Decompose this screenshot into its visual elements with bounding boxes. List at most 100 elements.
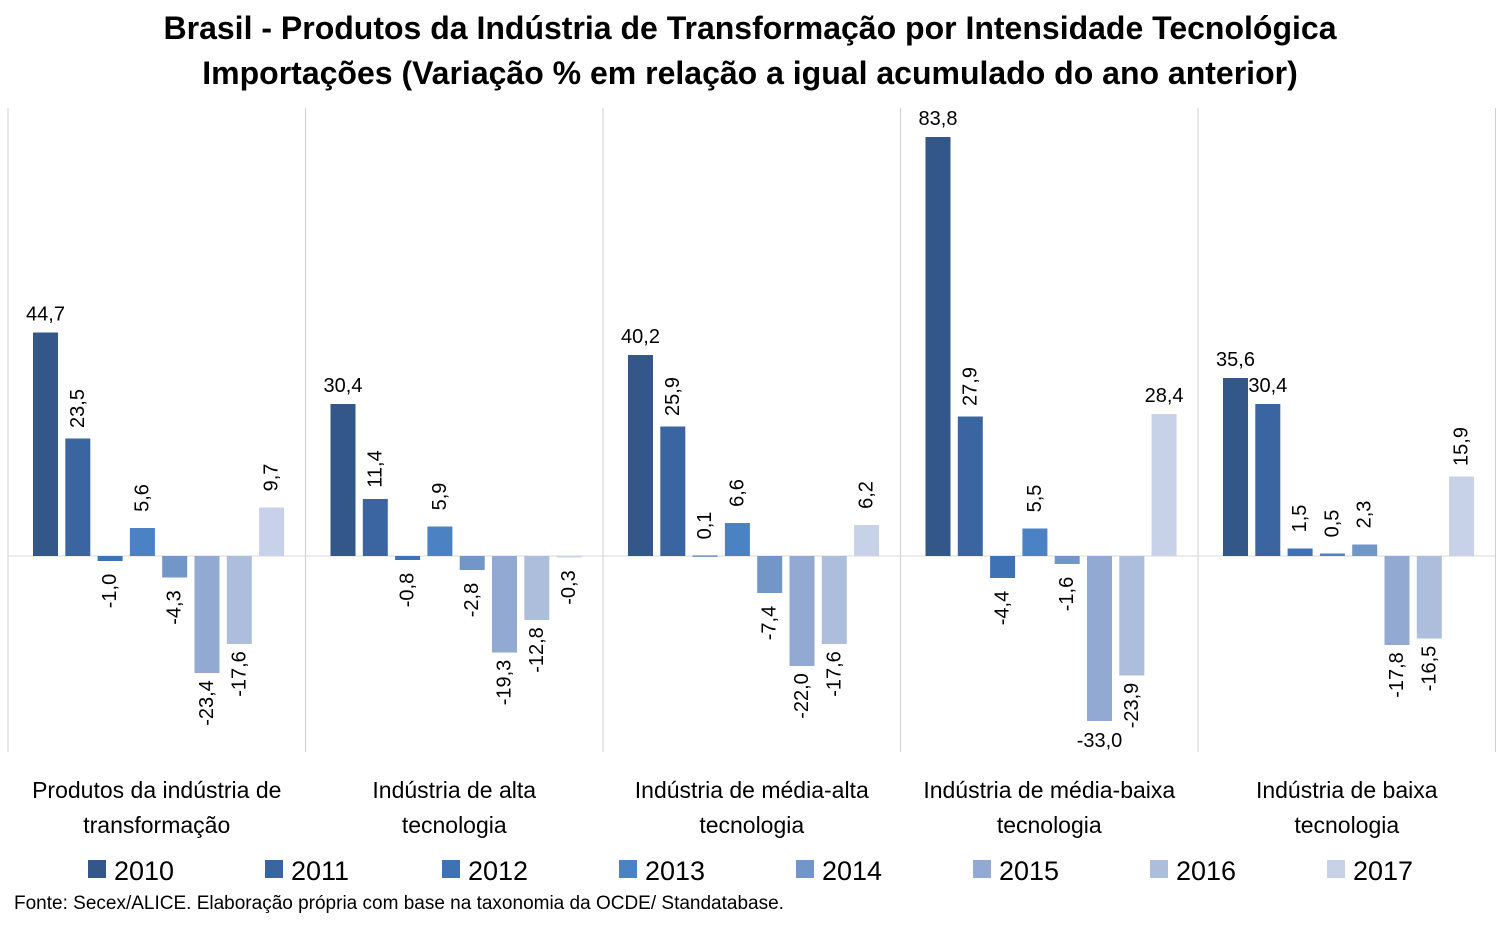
bar-2013 [1319, 553, 1345, 556]
bar-2013 [427, 526, 453, 556]
data-label: -16,5 [1418, 646, 1440, 692]
bar-2016 [524, 556, 550, 620]
data-label: -0,3 [558, 570, 580, 604]
data-label: 23,5 [67, 389, 89, 428]
legend-label: 2011 [291, 856, 349, 886]
bar-2014 [1054, 556, 1080, 564]
legend-label: 2012 [468, 856, 528, 886]
legend-label: 2015 [999, 856, 1059, 886]
bar-2017 [556, 556, 582, 558]
data-label: 6,6 [726, 479, 748, 507]
bar-2014 [162, 556, 188, 578]
data-label: 0,5 [1321, 510, 1343, 538]
data-label: 25,9 [662, 377, 684, 416]
bar-2011 [362, 499, 388, 556]
data-label: -23,4 [196, 680, 218, 726]
data-label: -2,8 [461, 583, 483, 617]
data-label: -17,8 [1386, 652, 1408, 698]
legend-swatch-2014 [796, 860, 814, 878]
data-label: 30,4 [1248, 375, 1287, 397]
category-label: tecnologia [402, 812, 507, 838]
bar-2011 [660, 426, 686, 556]
bar-2016 [1119, 556, 1145, 676]
data-label: -7,4 [759, 606, 781, 640]
data-label: 27,9 [959, 367, 981, 406]
legend-swatch-2017 [1327, 860, 1345, 878]
bar-2013 [129, 528, 155, 556]
bar-2010 [925, 137, 951, 556]
category-label: tecnologia [1294, 812, 1399, 838]
data-label: -1,6 [1056, 577, 1078, 611]
data-label: 11,4 [364, 450, 386, 487]
bar-2011 [957, 416, 983, 556]
legend-swatch-2015 [973, 860, 991, 878]
legend-swatch-2013 [619, 860, 637, 878]
legend-label: 2014 [822, 856, 882, 886]
category-label: Indústria de média-alta [635, 777, 869, 803]
legend-label: 2010 [114, 856, 174, 886]
bar-2012 [692, 555, 718, 557]
bar-2015 [1087, 556, 1112, 721]
bar-2015 [194, 556, 220, 673]
data-label: 6,2 [856, 481, 878, 509]
bar-2016 [1416, 556, 1442, 639]
bar-2014 [757, 556, 783, 593]
bar-2017 [259, 507, 285, 556]
legend-swatch-2016 [1150, 860, 1168, 878]
data-label: 35,6 [1216, 349, 1255, 371]
data-label: -23,9 [1121, 683, 1143, 729]
chart-title: Brasil - Produtos da Indústria de Transf… [0, 6, 1500, 96]
data-label: -4,4 [992, 591, 1014, 625]
data-label: 15,9 [1451, 427, 1473, 466]
data-label: -22,0 [791, 673, 813, 719]
legend-label: 2013 [645, 856, 705, 886]
chart-title-line-1: Brasil - Produtos da Indústria de Transf… [163, 10, 1337, 46]
bar-2011 [65, 438, 91, 556]
bar-2012 [97, 556, 123, 561]
bar-2015 [789, 556, 815, 666]
category-label: Indústria de média-baixa [923, 777, 1175, 803]
source-note: Fonte: Secex/ALICE. Elaboração própria c… [14, 893, 784, 914]
bar-2013 [1022, 528, 1048, 556]
data-label: -12,8 [526, 627, 548, 673]
data-label: 5,6 [131, 484, 153, 512]
bar-2014 [459, 556, 485, 570]
category-label: Indústria de alta [372, 777, 536, 803]
category-label: tecnologia [699, 812, 804, 838]
category-label: tecnologia [997, 812, 1102, 838]
bar-2011 [1255, 404, 1281, 556]
legend-label: 2016 [1176, 856, 1236, 886]
bar-2016 [821, 556, 847, 644]
bar-2012 [1287, 548, 1313, 556]
data-label: 40,2 [621, 326, 660, 348]
bar-2010 [628, 355, 653, 556]
data-label: -19,3 [494, 660, 516, 706]
data-label: 5,9 [429, 483, 451, 511]
data-label: -33,0 [1077, 730, 1123, 752]
bar-2012 [990, 556, 1016, 578]
data-label: -0,8 [397, 573, 419, 607]
category-label: Indústria de baixa [1256, 777, 1438, 803]
bar-2010 [330, 404, 356, 556]
legend-swatch-2011 [265, 860, 283, 878]
bar-2013 [724, 523, 750, 556]
data-label: 1,5 [1289, 505, 1311, 533]
data-label: 5,5 [1024, 485, 1046, 513]
bar-2012 [395, 556, 421, 560]
bar-2017 [854, 525, 880, 556]
data-label: -17,6 [823, 651, 845, 697]
category-label: Produtos da indústria de [32, 777, 281, 803]
data-label: -17,6 [228, 651, 250, 697]
category-label: transformação [83, 812, 230, 838]
bar-2015 [492, 556, 517, 653]
legend-swatch-2012 [442, 860, 460, 878]
bar-2010 [1223, 378, 1248, 556]
data-label: 28,4 [1145, 385, 1184, 407]
chart-title-line-2: Importações (Variação % em relação a igu… [202, 55, 1298, 91]
bar-2010 [33, 332, 58, 556]
data-label: 9,7 [261, 464, 283, 492]
data-label: -1,0 [99, 574, 121, 608]
data-label: 83,8 [919, 108, 958, 130]
bar-2016 [226, 556, 252, 644]
